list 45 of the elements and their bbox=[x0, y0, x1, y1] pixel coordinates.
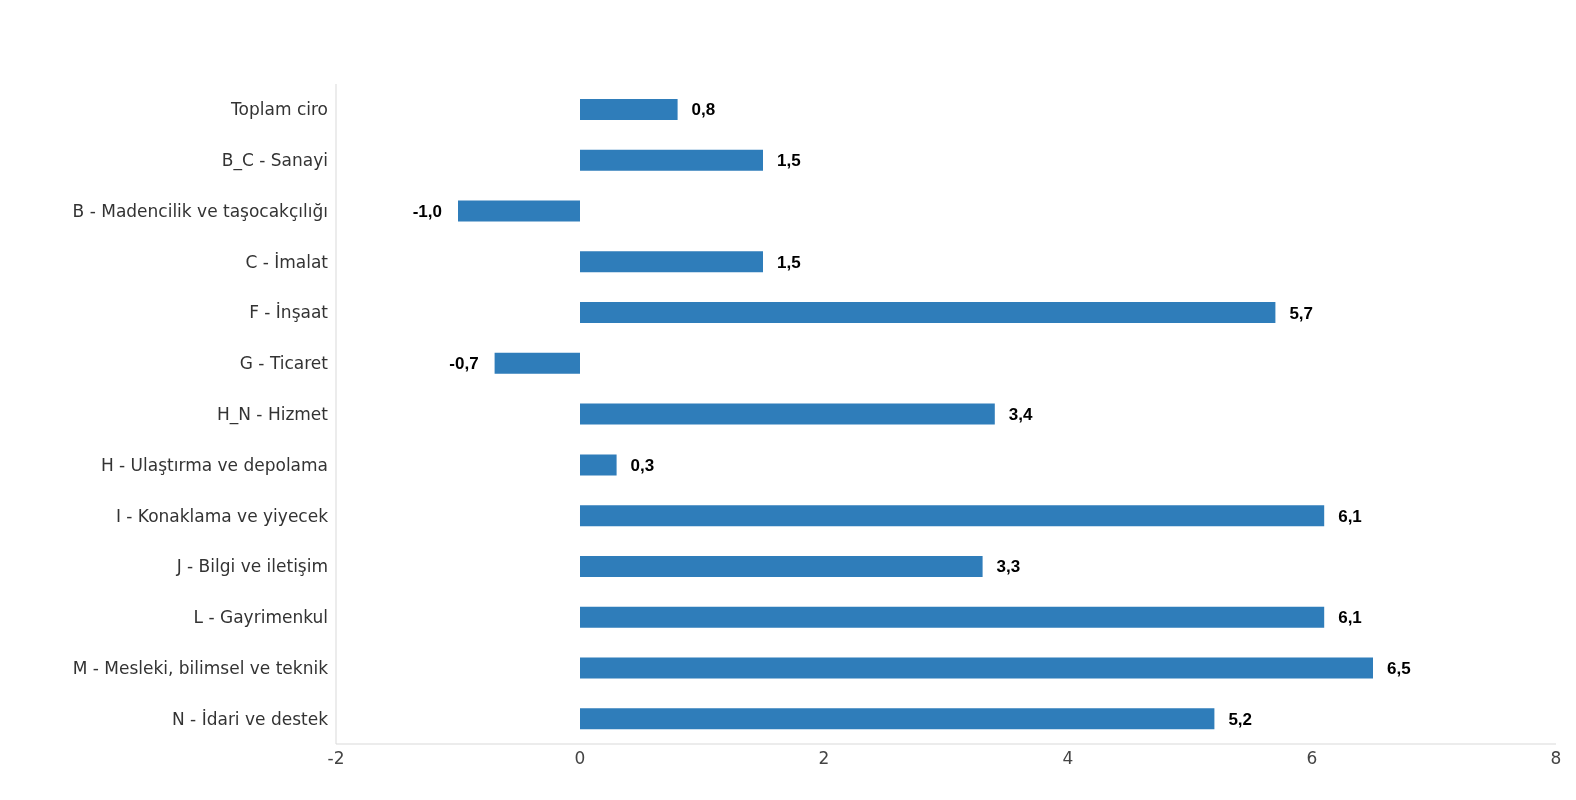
data-label: 0,3 bbox=[630, 455, 655, 475]
y-tick-label: F - İnşaat bbox=[249, 302, 329, 323]
y-tick-label: H_N - Hizmet bbox=[216, 404, 329, 426]
bar bbox=[580, 149, 763, 171]
x-tick-label: 6 bbox=[1306, 748, 1318, 769]
bar bbox=[580, 708, 1215, 730]
y-tick-label: M - Mesleki, bilimsel ve teknik bbox=[72, 657, 329, 678]
y-tick-label: B - Madencilik ve taşocakçılığı bbox=[72, 200, 328, 221]
data-label: 5,7 bbox=[1289, 303, 1314, 323]
bar bbox=[580, 555, 983, 577]
y-tick-label: C - İmalat bbox=[245, 251, 329, 272]
bar bbox=[580, 606, 1325, 628]
data-label: 3,3 bbox=[996, 557, 1021, 577]
data-label: -0,7 bbox=[449, 354, 479, 374]
bar bbox=[580, 99, 678, 120]
data-label: 3,4 bbox=[1008, 405, 1033, 425]
bar bbox=[580, 403, 995, 425]
bar bbox=[580, 251, 763, 273]
y-tick-label: B_C - Sanayi bbox=[221, 150, 328, 172]
bar bbox=[580, 505, 1325, 527]
x-tick-label: 4 bbox=[1062, 748, 1074, 769]
y-tick-label: H - Ulaştırma ve depolama bbox=[100, 454, 328, 475]
x-tick-label: 2 bbox=[818, 748, 830, 769]
bar bbox=[458, 200, 580, 222]
y-tick-label: L - Gayrimenkul bbox=[193, 607, 328, 628]
data-label: 1,5 bbox=[777, 252, 801, 272]
x-tick-label: -2 bbox=[327, 748, 345, 769]
y-tick-label: Toplam ciro bbox=[230, 99, 328, 120]
data-label: 6,5 bbox=[1387, 658, 1411, 678]
data-label: 6,1 bbox=[1338, 506, 1362, 526]
x-tick-label: 8 bbox=[1550, 748, 1562, 769]
data-label: 6,1 bbox=[1338, 608, 1362, 628]
bar bbox=[494, 352, 580, 374]
y-tick-label: G - Ticaret bbox=[239, 353, 329, 374]
y-tick-label: N - İdari ve destek bbox=[172, 708, 329, 729]
data-label: 0,8 bbox=[691, 100, 716, 120]
bar bbox=[580, 302, 1276, 324]
y-tick-label: I - Konaklama ve yiyecek bbox=[115, 505, 329, 526]
bar bbox=[580, 454, 617, 476]
y-tick-label: J - Bilgi ve iletişim bbox=[175, 556, 328, 577]
x-tick-label: 0 bbox=[574, 748, 586, 769]
data-label: 1,5 bbox=[777, 151, 801, 171]
data-label: 5,2 bbox=[1228, 709, 1253, 729]
data-label: -1,0 bbox=[412, 201, 442, 221]
bar bbox=[580, 657, 1373, 679]
